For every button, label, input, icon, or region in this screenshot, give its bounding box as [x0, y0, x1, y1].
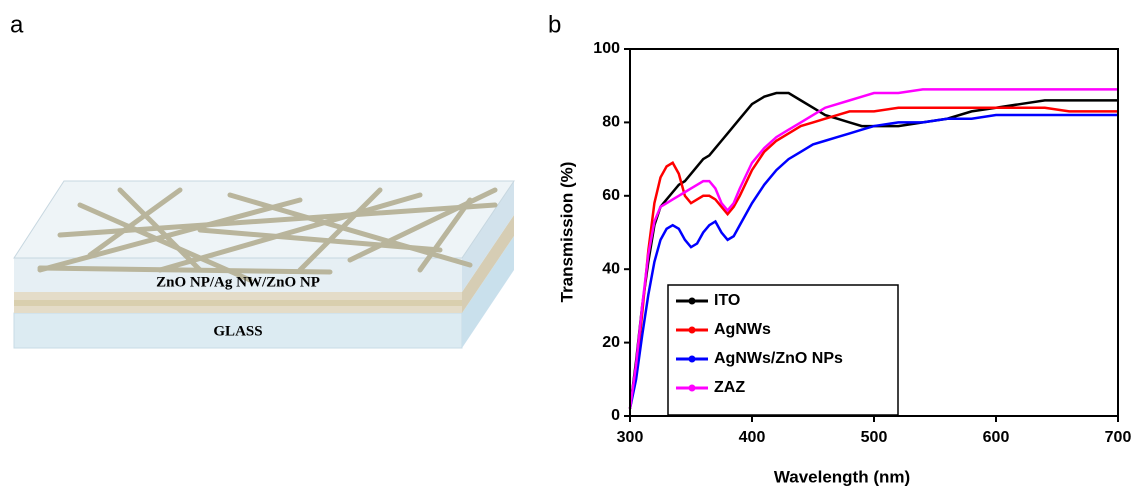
substrate-label: GLASS: [213, 323, 262, 339]
y-tick-label: 60: [602, 187, 620, 204]
page: a b ZnO NP/Ag NW/ZnO NP GLASS Wavelength…: [0, 0, 1137, 497]
y-tick-label: 0: [611, 407, 620, 424]
x-tick-label: 400: [739, 429, 766, 446]
legend-label: AgNWs/ZnO NPs: [714, 350, 843, 367]
panel-label: a: [10, 11, 24, 38]
y-tick-label: 80: [602, 114, 620, 131]
figure: a b ZnO NP/Ag NW/ZnO NP GLASS Wavelength…: [0, 0, 1137, 492]
y-tick-label: 20: [602, 334, 620, 351]
legend-marker: [689, 327, 696, 334]
x-axis-title: Wavelength (nm): [774, 467, 910, 486]
x-tick-label: 300: [617, 429, 644, 446]
y-axis-title: Transmission (%): [557, 162, 576, 303]
legend-label: ZAZ: [714, 379, 745, 396]
layer-strip: [14, 300, 462, 306]
device-diagram: ZnO NP/Ag NW/ZnO NP GLASS: [14, 181, 514, 348]
panel-label: b: [548, 11, 561, 38]
legend-marker: [689, 385, 696, 392]
legend-label: AgNWs: [714, 321, 771, 338]
x-tick-label: 700: [1105, 429, 1132, 446]
x-tick-label: 500: [861, 429, 888, 446]
y-tick-label: 100: [593, 40, 620, 57]
legend: ITO AgNWs AgNWs/ZnO NPs ZAZ: [668, 285, 898, 415]
legend-marker: [689, 356, 696, 363]
y-tick-label: 40: [602, 260, 620, 277]
x-tick-label: 600: [983, 429, 1010, 446]
legend-label: ITO: [714, 292, 740, 309]
layer-label: ZnO NP/Ag NW/ZnO NP: [156, 274, 320, 290]
legend-marker: [689, 298, 696, 305]
